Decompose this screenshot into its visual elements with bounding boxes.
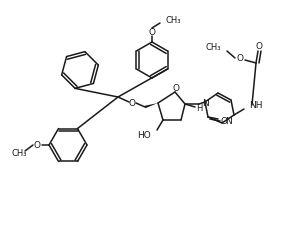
Text: O: O — [256, 42, 262, 51]
Text: O: O — [237, 54, 244, 63]
Text: O: O — [172, 83, 179, 93]
Text: N: N — [202, 98, 209, 107]
Text: HO: HO — [137, 130, 151, 140]
Text: O: O — [148, 27, 156, 36]
Text: O: O — [129, 98, 135, 107]
Text: N: N — [225, 117, 232, 125]
Text: CH₃: CH₃ — [206, 43, 221, 51]
Text: H: H — [196, 103, 202, 113]
Text: CH₃: CH₃ — [11, 149, 27, 158]
Text: O: O — [33, 141, 41, 149]
Text: CH₃: CH₃ — [165, 16, 181, 24]
Text: O: O — [221, 117, 228, 125]
Polygon shape — [145, 103, 158, 108]
Text: NH: NH — [249, 101, 262, 110]
